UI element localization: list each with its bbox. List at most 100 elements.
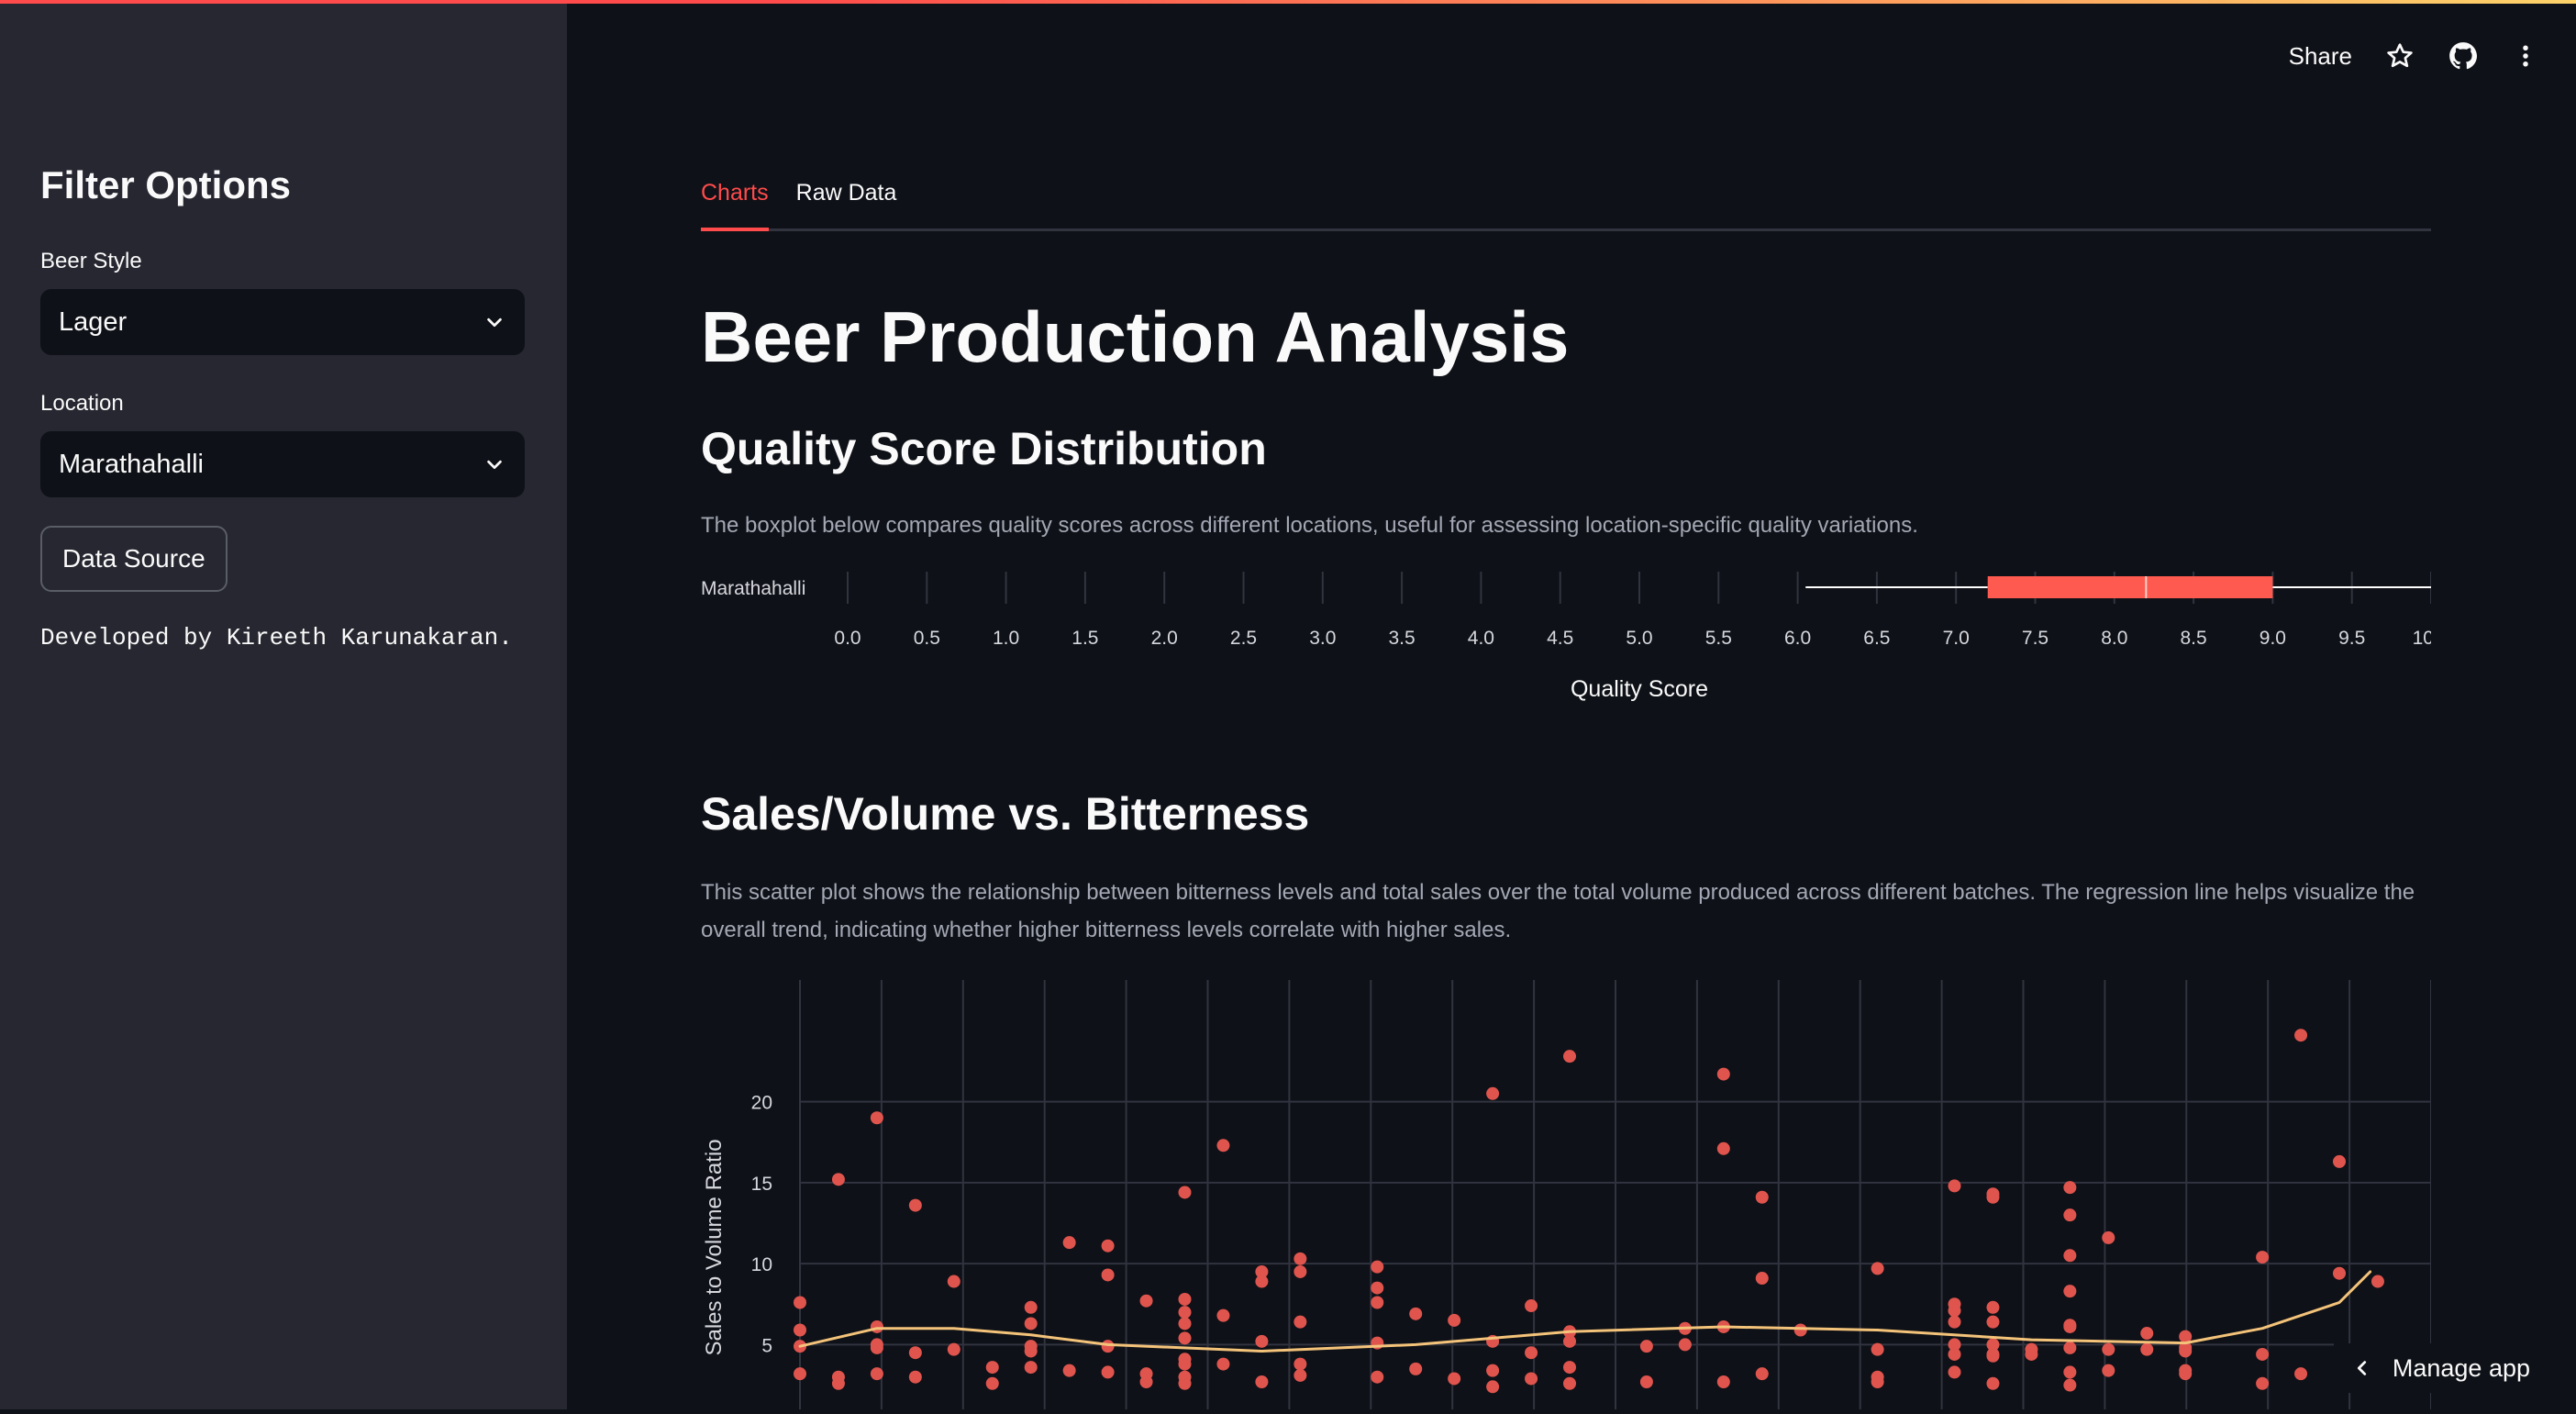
scatter-point xyxy=(1371,1261,1383,1274)
scatter-point xyxy=(1525,1299,1538,1312)
x-tick-label: 0.5 xyxy=(914,628,940,649)
quality-caption: The boxplot below compares quality score… xyxy=(701,507,2431,544)
scatter-point xyxy=(1294,1369,1306,1382)
scatter-point xyxy=(1409,1308,1422,1320)
scatter-point xyxy=(1371,1282,1383,1295)
scatter-point xyxy=(2063,1365,2076,1378)
scatter-point xyxy=(1102,1240,1115,1253)
scatter-point xyxy=(1179,1358,1192,1371)
scatter-point xyxy=(1294,1358,1306,1371)
scatter-point xyxy=(1949,1304,1961,1317)
location-select[interactable]: Marathahalli xyxy=(40,431,525,497)
scatter-point xyxy=(1986,1350,1999,1363)
scatter-point xyxy=(1525,1346,1538,1359)
x-tick-label: 7.0 xyxy=(1943,628,1970,649)
tab-raw-data[interactable]: Raw Data xyxy=(796,180,897,228)
y-tick-label: 5 xyxy=(761,1335,772,1356)
scatter-point xyxy=(832,1173,845,1186)
scatter-point xyxy=(2140,1343,2153,1356)
scatter-point xyxy=(1179,1306,1192,1319)
scatter-point xyxy=(1179,1377,1192,1390)
scatter-point xyxy=(1756,1272,1769,1285)
sidebar-title: Filter Options xyxy=(40,163,291,207)
scatter-point xyxy=(1025,1301,1038,1314)
data-source-button[interactable]: Data Source xyxy=(40,526,228,592)
scatter-point xyxy=(1525,1372,1538,1385)
scatter-point xyxy=(1563,1050,1576,1063)
tab-charts[interactable]: Charts xyxy=(701,180,769,231)
x-axis-title: Quality Score xyxy=(1571,676,1708,702)
scatter-point xyxy=(1717,1375,1730,1388)
scatter-point xyxy=(2102,1364,2115,1377)
y-tick-label: 15 xyxy=(751,1174,772,1195)
scatter-point xyxy=(909,1199,922,1212)
scatter-point xyxy=(1986,1316,1999,1329)
scatter-point xyxy=(2063,1379,2076,1392)
scatter-point xyxy=(1794,1324,1807,1337)
scatter-point xyxy=(2063,1342,2076,1354)
scatter-point xyxy=(1371,1296,1383,1308)
manage-app-button[interactable]: Manage app xyxy=(2334,1343,2539,1393)
scatter-point xyxy=(1563,1335,1576,1348)
scatter-point xyxy=(1448,1314,1460,1327)
scatter-point xyxy=(1179,1331,1192,1344)
scatter-point xyxy=(1949,1316,1961,1329)
scatter-point xyxy=(871,1367,883,1380)
scatter-point xyxy=(2256,1251,2269,1264)
scatter-point xyxy=(1140,1295,1153,1308)
scatter-point xyxy=(1216,1139,1229,1152)
scatter-point xyxy=(1409,1363,1422,1375)
scatter-point xyxy=(1294,1316,1306,1329)
x-tick-label: 8.0 xyxy=(2101,628,2127,649)
scatter-caption: This scatter plot shows the relationship… xyxy=(701,874,2431,949)
more-vert-icon[interactable] xyxy=(2512,42,2539,70)
x-tick-label: 10.0 xyxy=(2413,628,2431,649)
top-accent-bar xyxy=(0,0,2576,4)
x-tick-label: 5.5 xyxy=(1705,628,1732,649)
y-axis-title: Sales to Volume Ratio xyxy=(702,1139,727,1355)
scatter-point xyxy=(2333,1155,2346,1168)
github-icon[interactable] xyxy=(2448,40,2479,72)
x-tick-label: 3.0 xyxy=(1309,628,1336,649)
scatter-point xyxy=(2063,1320,2076,1333)
scatter-point xyxy=(1717,1068,1730,1081)
scatter-point xyxy=(1294,1253,1306,1265)
x-tick-label: 6.5 xyxy=(1863,628,1890,649)
scatter-point xyxy=(1102,1365,1115,1378)
scatter-point xyxy=(1448,1372,1460,1385)
main-content: Charts Raw Data Beer Production Analysis… xyxy=(701,0,2431,1409)
location-value: Marathahalli xyxy=(59,450,204,480)
tab-bar: Charts Raw Data xyxy=(701,180,2431,231)
scatter-point xyxy=(1255,1375,1268,1388)
scatter-point xyxy=(948,1275,960,1288)
x-tick-label: 4.0 xyxy=(1468,628,1494,649)
scatter-point xyxy=(1486,1380,1499,1393)
beer-style-label: Beer Style xyxy=(40,249,142,274)
scatter-point xyxy=(2140,1327,2153,1340)
scatter-point xyxy=(1871,1343,1884,1356)
x-tick-label: 2.5 xyxy=(1230,628,1257,649)
scatter-point xyxy=(1371,1371,1383,1384)
scatter-point xyxy=(2294,1029,2307,1041)
scatter-point xyxy=(794,1324,806,1337)
category-label: Marathahalli xyxy=(701,578,805,599)
x-tick-label: 7.5 xyxy=(2022,628,2049,649)
scatter-point xyxy=(2333,1267,2346,1280)
scatter-point xyxy=(1986,1301,1999,1314)
scatter-point xyxy=(1486,1364,1499,1377)
scatter-point xyxy=(909,1346,922,1359)
scatter-point xyxy=(832,1377,845,1390)
scatter-point xyxy=(1102,1268,1115,1281)
scatter-point xyxy=(2179,1344,2192,1357)
scatter-point xyxy=(1140,1375,1153,1388)
beer-style-select[interactable]: Lager xyxy=(40,289,525,355)
iqr-box xyxy=(1988,576,2273,598)
scatter-point xyxy=(1717,1142,1730,1155)
scatter-point xyxy=(986,1377,999,1390)
x-tick-label: 1.5 xyxy=(1071,628,1098,649)
scatter-point xyxy=(2256,1377,2269,1390)
scatter-point xyxy=(1563,1361,1576,1374)
manage-app-label: Manage app xyxy=(2393,1354,2530,1383)
scatter-point xyxy=(2371,1275,2384,1288)
scatter-point xyxy=(1986,1191,1999,1204)
